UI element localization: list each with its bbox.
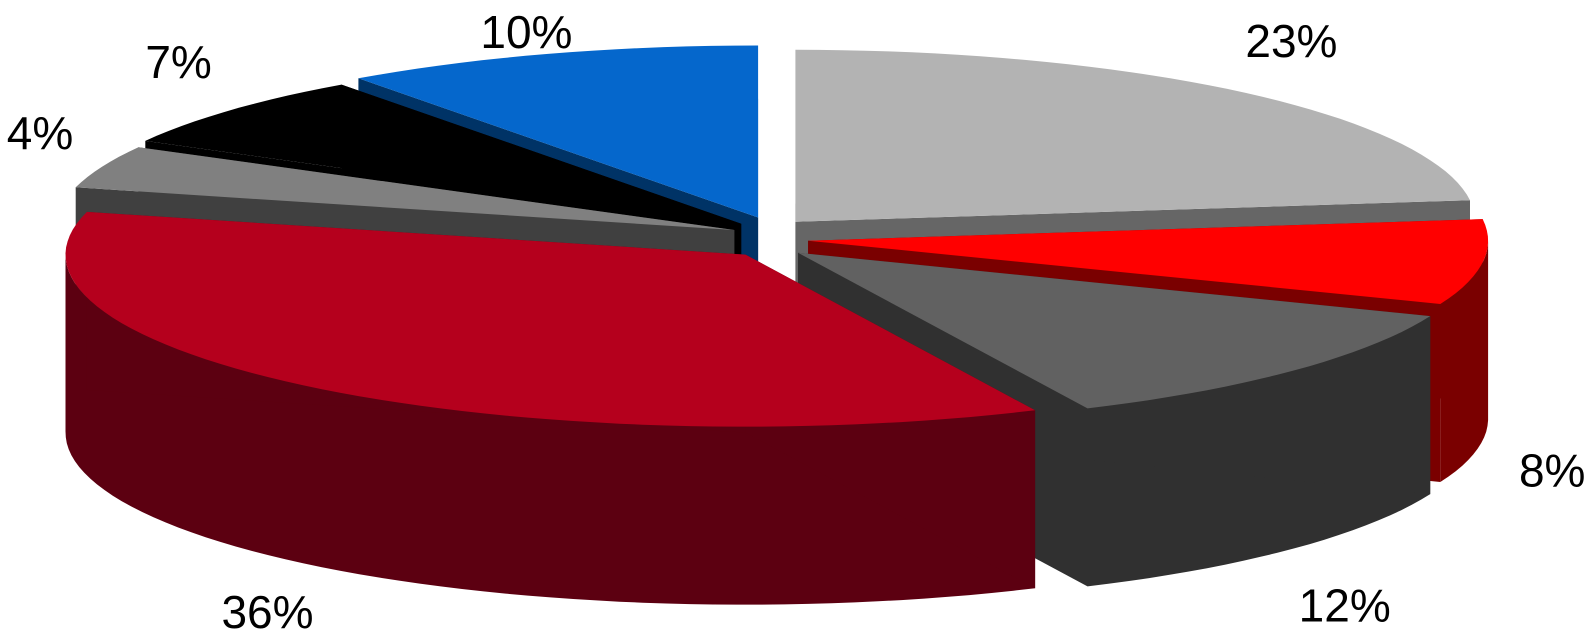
data-label-36pct: 36% <box>221 586 313 638</box>
pie-slice-top <box>75 147 735 231</box>
pie-slice-top <box>795 49 1470 222</box>
pie-slice-36pct <box>65 211 1036 605</box>
data-label-4pct: 4% <box>7 107 73 159</box>
pie-slice-top <box>358 45 759 218</box>
data-label-8pct: 8% <box>1519 444 1585 496</box>
pie-slice-top <box>808 219 1489 304</box>
data-label-23pct: 23% <box>1245 15 1337 67</box>
data-label-7pct: 7% <box>145 36 211 88</box>
data-label-12pct: 12% <box>1299 579 1391 631</box>
pie-slice-top <box>145 84 742 224</box>
pie-slice-top <box>797 252 1431 409</box>
pie-slice-wall <box>65 253 1036 605</box>
pie-slice-top <box>65 211 1036 427</box>
data-label-10pct: 10% <box>480 6 572 58</box>
